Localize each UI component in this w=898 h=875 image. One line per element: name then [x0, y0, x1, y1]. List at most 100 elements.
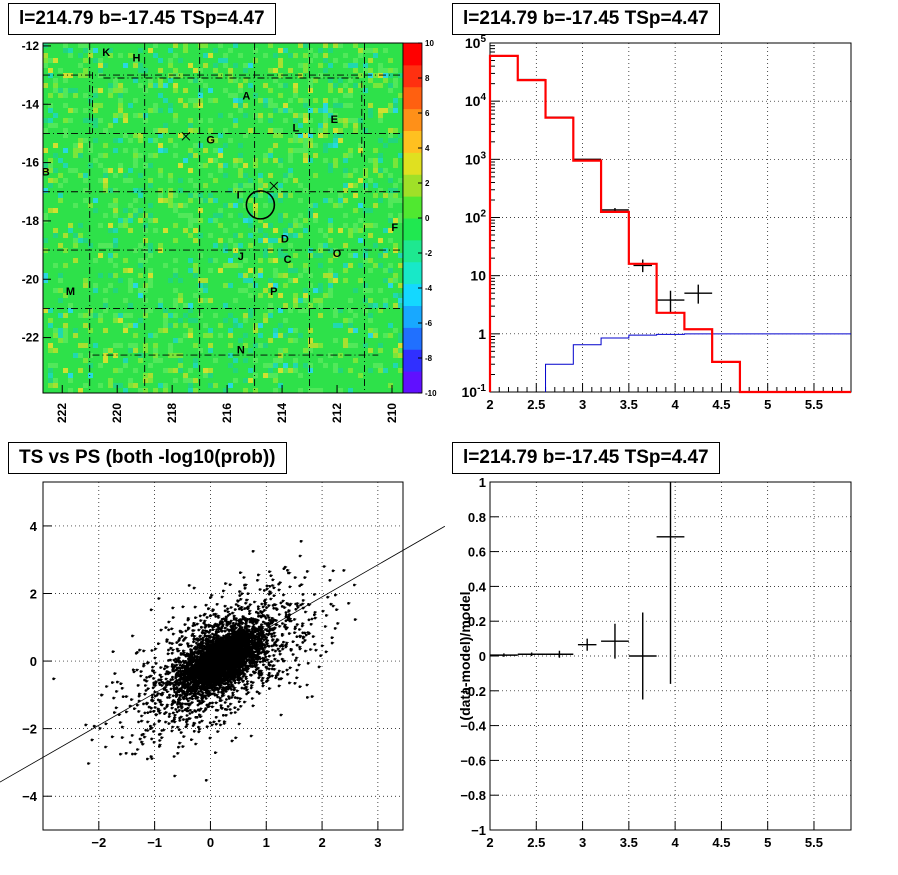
map-pixel	[263, 238, 268, 243]
map-pixel	[168, 178, 173, 183]
map-pixel	[193, 103, 198, 108]
map-pixel	[258, 228, 263, 233]
map-pixel	[228, 213, 233, 218]
map-pixel	[118, 278, 123, 283]
map-pixel	[298, 123, 303, 128]
map-pixel	[173, 53, 178, 58]
map-pixel	[348, 118, 353, 123]
axis-ticks: 2 2.5 3 3.5 4 4.5 5 5.5−1−0.8−0.6−0.4−0.200.20.…	[460, 475, 823, 850]
map-pixel	[168, 368, 173, 373]
map-pixel	[253, 113, 258, 118]
map-pixel	[178, 358, 183, 363]
map-pixel	[253, 283, 258, 288]
colorbar-tick-label: -8	[425, 354, 433, 363]
map-pixel	[203, 63, 208, 68]
map-pixel	[223, 63, 228, 68]
map-pixel	[223, 143, 228, 148]
map-pixel	[68, 168, 73, 173]
map-pixel	[308, 343, 313, 348]
source-markers	[181, 131, 279, 220]
data-point	[633, 259, 652, 273]
map-pixel	[98, 318, 103, 323]
map-pixel	[143, 298, 148, 303]
map-pixel	[158, 358, 163, 363]
map-pixel	[398, 263, 403, 268]
map-pixel	[293, 133, 298, 138]
map-pixel	[98, 118, 103, 123]
map-pixel	[58, 93, 63, 98]
map-pixel	[348, 103, 353, 108]
map-pixel	[273, 388, 278, 393]
map-pixel	[263, 288, 268, 293]
y-tick-label: 102	[465, 209, 487, 226]
map-pixel	[48, 318, 53, 323]
map-pixel	[288, 153, 293, 158]
map-pixel	[223, 163, 228, 168]
map-pixel	[288, 338, 293, 343]
residual-point	[628, 612, 657, 700]
source-label: J	[238, 251, 244, 263]
map-pixel	[53, 228, 58, 233]
map-pixel	[308, 338, 313, 343]
map-pixel	[58, 313, 63, 318]
map-pixel	[363, 183, 368, 188]
map-pixel	[63, 333, 68, 338]
map-pixel	[363, 288, 368, 293]
map-pixel	[188, 218, 193, 223]
map-pixel	[348, 388, 353, 393]
map-pixel	[398, 298, 403, 303]
map-pixel	[278, 83, 283, 88]
map-pixel	[263, 253, 268, 258]
map-pixel	[348, 263, 353, 268]
map-pixel	[288, 268, 293, 273]
map-pixel	[378, 253, 383, 258]
map-pixel	[93, 198, 98, 203]
map-pixel	[398, 368, 403, 373]
map-pixel	[148, 243, 153, 248]
map-pixel	[183, 378, 188, 383]
x-tick-label: 220	[110, 403, 124, 423]
map-pixel	[113, 383, 118, 388]
map-pixel	[288, 278, 293, 283]
map-pixel	[133, 333, 138, 338]
map-pixel	[388, 103, 393, 108]
map-pixel	[128, 323, 133, 328]
map-pixel	[293, 328, 298, 333]
data-points	[490, 55, 713, 313]
map-pixel	[308, 283, 313, 288]
map-pixel	[53, 378, 58, 383]
map-pixel	[373, 148, 378, 153]
map-pixel	[138, 263, 143, 268]
map-pixel	[243, 273, 248, 278]
map-pixel	[238, 273, 243, 278]
map-pixel	[268, 68, 273, 73]
map-pixel	[243, 358, 248, 363]
map-pixel	[303, 263, 308, 268]
map-pixel	[328, 228, 333, 233]
map-pixel	[308, 58, 313, 63]
colorbar-segment	[403, 130, 422, 153]
map-pixel	[368, 258, 373, 263]
map-pixel	[228, 283, 233, 288]
map-pixel	[133, 98, 138, 103]
map-pixel	[283, 318, 288, 323]
map-pixel	[138, 48, 143, 53]
map-pixel	[388, 268, 393, 273]
map-pixel	[368, 113, 373, 118]
map-pixel	[368, 58, 373, 63]
map-pixel	[63, 103, 68, 108]
map-pixel	[368, 108, 373, 113]
map-pixel	[228, 48, 233, 53]
map-pixel	[323, 53, 328, 58]
map-pixel	[218, 153, 223, 158]
map-pixel	[83, 188, 88, 193]
map-pixel	[328, 108, 333, 113]
map-pixel	[213, 383, 218, 388]
map-pixel	[368, 223, 373, 228]
map-pixel	[228, 113, 233, 118]
map-pixel	[48, 363, 53, 368]
x-tick-label: 3.5	[620, 835, 638, 850]
map-pixel	[223, 243, 228, 248]
map-pixel	[373, 263, 378, 268]
